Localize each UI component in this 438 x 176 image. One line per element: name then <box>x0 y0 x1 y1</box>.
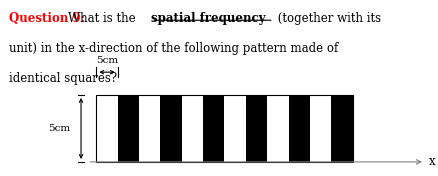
Bar <box>310 95 331 162</box>
Bar <box>182 95 203 162</box>
Text: x: x <box>429 155 436 168</box>
Text: Question 9:: Question 9: <box>9 12 85 25</box>
Bar <box>224 95 246 162</box>
Bar <box>246 95 267 162</box>
Bar <box>118 95 139 162</box>
Text: 5cm: 5cm <box>48 124 70 133</box>
Text: 5cm: 5cm <box>96 56 118 65</box>
Text: spatial frequency: spatial frequency <box>151 12 265 25</box>
Bar <box>331 95 353 162</box>
Bar <box>203 95 224 162</box>
Text: (together with its: (together with its <box>274 12 381 25</box>
Bar <box>96 95 353 162</box>
Bar <box>139 95 160 162</box>
Text: identical squares?: identical squares? <box>9 72 117 85</box>
Bar <box>160 95 182 162</box>
Bar <box>289 95 310 162</box>
Bar <box>96 95 118 162</box>
Bar <box>267 95 289 162</box>
Text: What is the: What is the <box>68 12 139 25</box>
Text: unit) in the x-direction of the following pattern made of: unit) in the x-direction of the followin… <box>9 42 338 55</box>
